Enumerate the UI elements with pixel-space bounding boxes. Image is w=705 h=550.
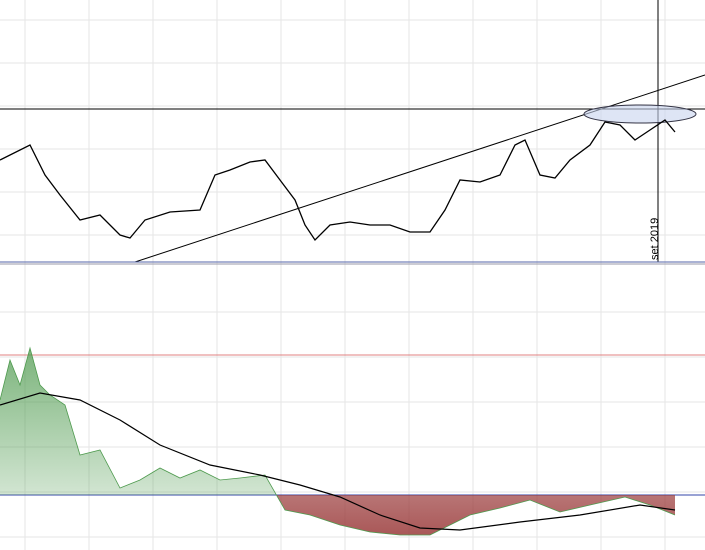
oscillator-line (0, 346, 676, 536)
price-line (0, 119, 676, 242)
positive-area (0, 348, 675, 495)
signal-line (0, 392, 676, 531)
highlight-ellipse (583, 104, 697, 124)
negative-area (0, 495, 675, 535)
trend-line (134, 74, 705, 263)
date-label: set 2019 (649, 218, 661, 260)
